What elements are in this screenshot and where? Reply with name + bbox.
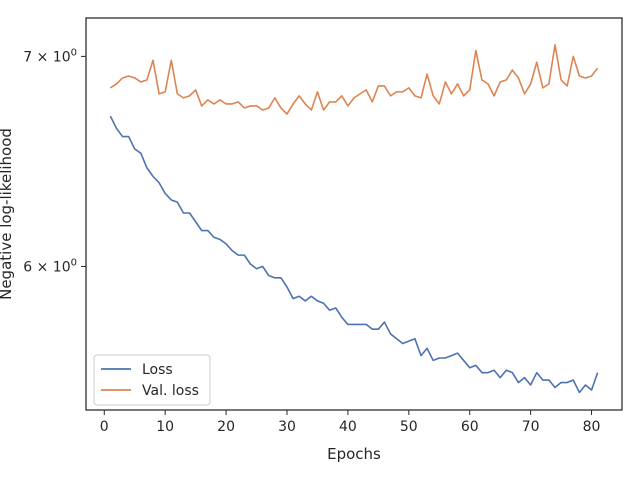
y-tick-label: 7 × 100 [23, 47, 77, 65]
y-tick-label: 6 × 100 [23, 257, 77, 275]
x-tick-label: 50 [400, 419, 418, 435]
x-axis: 0 10 20 30 40 50 60 70 80 [100, 410, 601, 435]
x-tick-label: 20 [217, 419, 235, 435]
x-tick-label: 0 [100, 419, 109, 435]
plot-area [85, 17, 623, 411]
series-line-2 [109, 43, 599, 115]
series-layer [109, 43, 599, 394]
plot-frame [85, 17, 623, 411]
series-line-1 [109, 115, 599, 394]
x-tick-label: 60 [461, 419, 479, 435]
legend-label: Val. loss [142, 383, 199, 399]
x-tick-label: 80 [583, 419, 601, 435]
y-axis: 6 × 100 7 × 100 [23, 47, 86, 275]
x-tick-label: 70 [522, 419, 540, 435]
x-axis-label: Epochs [327, 445, 381, 463]
legend-box [93, 354, 211, 406]
legend-label: Loss [142, 362, 173, 378]
x-tick-label: 30 [278, 419, 296, 435]
x-tick-label: 40 [339, 419, 357, 435]
x-tick-label: 10 [156, 419, 174, 435]
legend: Loss Val. loss [93, 354, 211, 406]
y-axis-label: Negative log-likelihood [0, 128, 15, 300]
